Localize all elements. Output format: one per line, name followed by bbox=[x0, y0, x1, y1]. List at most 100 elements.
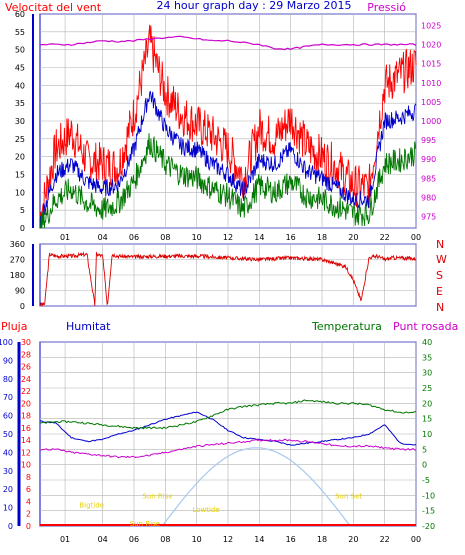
y-hum-tick: 6 bbox=[26, 485, 31, 494]
dewpoint-legend: Punt rosada bbox=[393, 320, 458, 333]
y-temp-tick: -10 bbox=[422, 491, 435, 500]
x-tick: 04 bbox=[98, 535, 108, 544]
y-left-tick: 60 bbox=[15, 10, 25, 19]
x-tick: 06 bbox=[129, 535, 139, 544]
y-rain-tick: 10 bbox=[3, 504, 13, 513]
series-line-wind_gust bbox=[39, 24, 417, 229]
y-left-tick: 360 bbox=[10, 240, 25, 249]
x-tick: 20 bbox=[348, 535, 358, 544]
series-line-wind_low bbox=[40, 133, 417, 229]
x-tick: 12 bbox=[223, 535, 233, 544]
y-rain-tick: 70 bbox=[3, 393, 13, 402]
x-tick: 12 bbox=[223, 233, 233, 242]
y-temp-tick: 5 bbox=[422, 445, 427, 454]
y-hum-tick: 8 bbox=[26, 473, 31, 482]
y-hum-tick: 22 bbox=[21, 387, 31, 396]
y-hum-tick: 30 bbox=[21, 338, 31, 347]
series-line-pressure bbox=[39, 35, 417, 51]
y-hum-tick: 16 bbox=[21, 424, 31, 433]
x-tick: 16 bbox=[286, 535, 296, 544]
y-right-tick: 985 bbox=[421, 174, 436, 183]
series-line-wind_avg bbox=[39, 90, 417, 225]
y-left-tick: 35 bbox=[15, 99, 25, 108]
y-right-tick: 1010 bbox=[421, 79, 441, 88]
y-hum-tick: 24 bbox=[21, 375, 31, 384]
y-temp-tick: -20 bbox=[422, 522, 435, 531]
x-tick: 06 bbox=[129, 233, 139, 242]
x-tick: 16 bbox=[286, 233, 296, 242]
solar-curve bbox=[161, 447, 351, 527]
y-rain-tick: 100 bbox=[0, 338, 13, 347]
y-left-tick: 90 bbox=[15, 287, 25, 296]
y-right-tick: 1015 bbox=[421, 60, 441, 69]
series-line-humidity bbox=[39, 411, 417, 446]
y-rain-tick: 40 bbox=[3, 448, 13, 457]
x-tick: 14 bbox=[254, 535, 264, 544]
x-tick: 00 bbox=[411, 535, 421, 544]
compass-label: E bbox=[436, 285, 443, 298]
y-right-tick: 1025 bbox=[421, 21, 441, 30]
y-rain-tick: 90 bbox=[3, 356, 13, 365]
y-temp-tick: 10 bbox=[422, 430, 432, 439]
y-hum-tick: 28 bbox=[21, 350, 31, 359]
y-temp-tick: 35 bbox=[422, 353, 432, 362]
y-temp-tick: 20 bbox=[422, 399, 432, 408]
y-left-tick: 50 bbox=[15, 46, 25, 55]
compass-label: N bbox=[436, 238, 444, 251]
compass-label: W bbox=[436, 253, 447, 266]
y-rain-tick: 60 bbox=[3, 412, 13, 421]
y-left-tick: 0 bbox=[20, 224, 25, 233]
y-hum-tick: 18 bbox=[21, 412, 31, 421]
tide-sun-annotation: Sun Rise bbox=[130, 520, 160, 528]
y-hum-tick: 20 bbox=[21, 399, 31, 408]
series-line-dewpoint bbox=[39, 438, 417, 459]
x-tick: 08 bbox=[160, 535, 170, 544]
compass-label: N bbox=[436, 301, 444, 314]
pressure-label: Pressió bbox=[367, 1, 406, 14]
y-hum-tick: 2 bbox=[26, 510, 31, 519]
y-temp-tick: 15 bbox=[422, 415, 432, 424]
humidity-legend: Humitat bbox=[66, 320, 111, 333]
y-hum-tick: 4 bbox=[26, 497, 31, 506]
x-tick: 14 bbox=[254, 233, 264, 242]
y-left-tick: 40 bbox=[15, 81, 25, 90]
y-rain-tick: 80 bbox=[3, 375, 13, 384]
y-left-tick: 0 bbox=[20, 302, 25, 311]
y-rain-tick: 50 bbox=[3, 430, 13, 439]
series-line-temperature bbox=[39, 399, 417, 430]
x-tick: 20 bbox=[348, 233, 358, 242]
y-hum-tick: 26 bbox=[21, 363, 31, 372]
y-temp-tick: 25 bbox=[422, 384, 432, 393]
y-left-tick: 20 bbox=[15, 153, 25, 162]
y-hum-tick: 0 bbox=[26, 522, 31, 531]
y-temp-tick: -5 bbox=[422, 476, 430, 485]
y-rain-tick: 0 bbox=[8, 522, 13, 531]
y-right-tick: 1000 bbox=[421, 117, 441, 126]
temperature-legend: Temperatura bbox=[311, 320, 382, 333]
y-left-tick: 15 bbox=[15, 171, 25, 180]
x-tick: 10 bbox=[192, 233, 202, 242]
y-left-tick: 25 bbox=[15, 135, 25, 144]
x-tick: 01 bbox=[60, 233, 70, 242]
x-tick: 00 bbox=[411, 233, 421, 242]
wind-speed-label: Velocitat del vent bbox=[5, 1, 102, 14]
y-rain-tick: 20 bbox=[3, 485, 13, 494]
y-temp-tick: -15 bbox=[422, 507, 435, 516]
tide-sun-annotation: Bigtide bbox=[79, 502, 104, 510]
y-right-tick: 975 bbox=[421, 213, 436, 222]
y-left-tick: 270 bbox=[10, 256, 25, 265]
compass-label: S bbox=[436, 269, 443, 282]
y-left-tick: 45 bbox=[15, 64, 25, 73]
x-tick: 01 bbox=[60, 535, 70, 544]
y-right-tick: 1020 bbox=[421, 41, 441, 50]
x-tick: 18 bbox=[317, 535, 327, 544]
y-left-tick: 10 bbox=[15, 188, 25, 197]
y-right-tick: 990 bbox=[421, 155, 436, 164]
y-left-tick: 5 bbox=[20, 206, 25, 215]
x-tick: 18 bbox=[317, 233, 327, 242]
rain-legend: Pluja bbox=[1, 320, 27, 333]
y-hum-tick: 14 bbox=[21, 436, 31, 445]
y-right-tick: 995 bbox=[421, 136, 436, 145]
